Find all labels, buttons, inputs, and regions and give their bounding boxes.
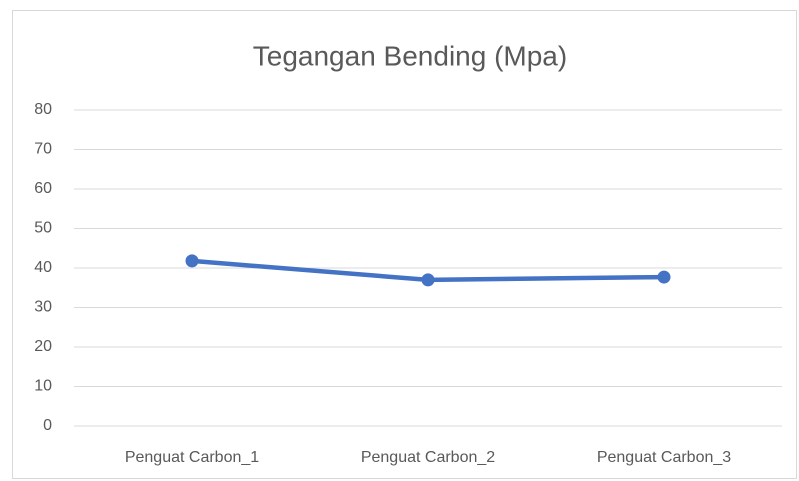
- y-tick-label: 70: [34, 141, 52, 158]
- x-tick-label: Penguat Carbon_3: [597, 449, 731, 466]
- x-tick-label: Penguat Carbon_2: [361, 449, 495, 466]
- y-tick-label: 10: [34, 378, 52, 395]
- chart-title: Tegangan Bending (Mpa): [253, 40, 567, 71]
- x-tick-label: Penguat Carbon_1: [125, 449, 259, 466]
- y-tick-label: 20: [34, 338, 52, 355]
- marker: [657, 270, 671, 284]
- y-tick-label: 50: [34, 220, 52, 237]
- y-tick-label: 80: [34, 101, 52, 118]
- y-tick-label: 30: [34, 299, 52, 316]
- y-tick-label: 40: [34, 259, 52, 276]
- marker: [421, 273, 435, 287]
- y-tick-label: 0: [43, 417, 52, 434]
- chart-border: [12, 10, 797, 479]
- marker: [185, 254, 199, 268]
- y-tick-label: 60: [34, 180, 52, 197]
